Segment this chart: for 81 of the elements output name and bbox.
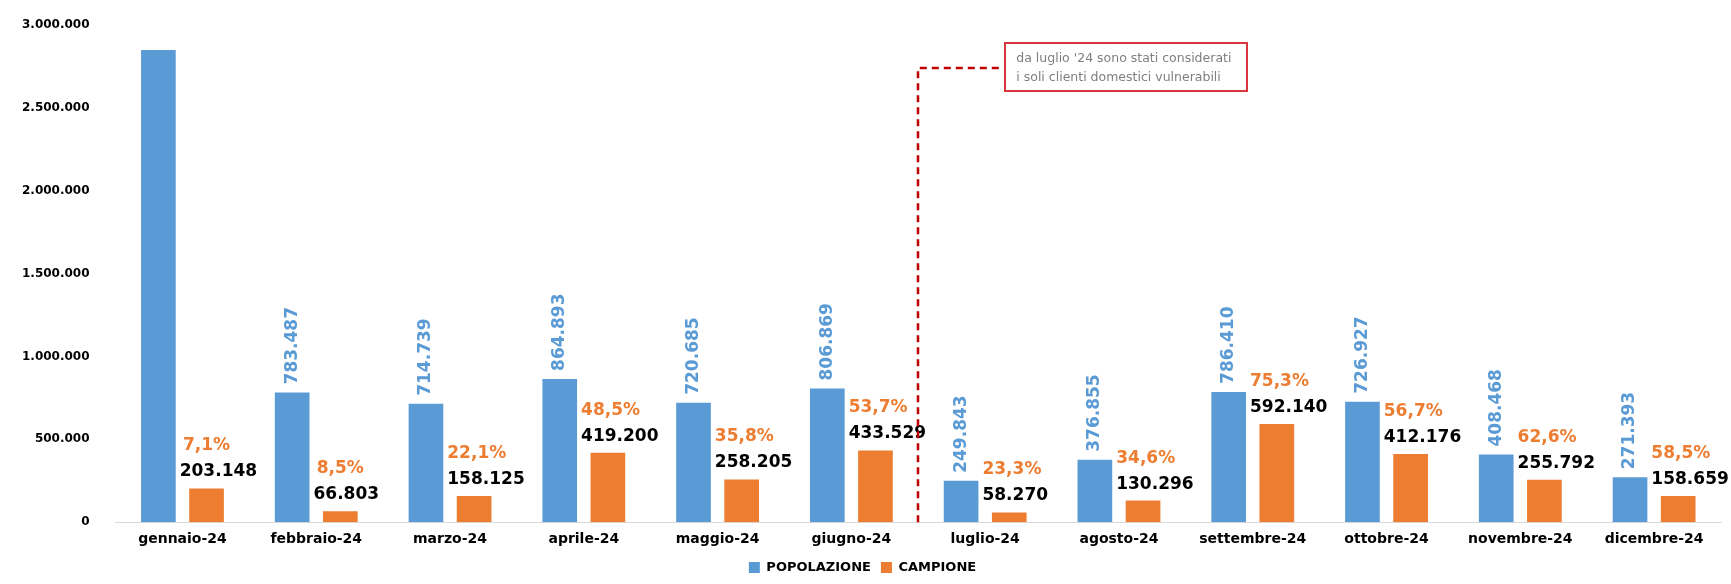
y-tick-label: 0 [81, 514, 90, 529]
data-label: 412.176 [1383, 425, 1462, 446]
data-label: 592.140 [1250, 396, 1328, 417]
x-tick-label: luglio-24 [950, 530, 1021, 547]
legend-label: CAMPIONE [898, 558, 977, 574]
y-tick-label: 500.000 [34, 431, 90, 446]
bar [590, 452, 626, 523]
bar [943, 480, 979, 523]
y-tick-label: 1.000.000 [21, 348, 90, 363]
data-label: 726.927 [1350, 316, 1371, 394]
annotation: 8,5% [316, 457, 364, 478]
bar [322, 511, 358, 523]
data-label: 433.529 [848, 422, 927, 443]
data-label: 258.205 [714, 451, 793, 472]
bar [1211, 391, 1247, 523]
y-tick-label: 2.000.000 [21, 182, 90, 197]
bar [991, 512, 1027, 523]
bar [542, 378, 578, 523]
x-tick-label: giugno-24 [811, 530, 892, 547]
bar [189, 488, 224, 523]
x-tick-label: novembre-24 [1468, 530, 1573, 547]
y-tick-label: 1.500.000 [21, 265, 90, 280]
data-label: 249.843 [949, 395, 970, 473]
bar [809, 388, 845, 523]
data-label: 58.270 [982, 484, 1049, 505]
y-tick-label: 3.000.000 [21, 17, 90, 32]
bar [274, 392, 310, 523]
bar [1478, 454, 1514, 523]
bar [1527, 479, 1562, 523]
bar [456, 496, 492, 523]
data-label: 783.487 [280, 306, 301, 385]
y-tick-label: 2.500.000 [21, 100, 90, 115]
bar [1393, 453, 1428, 523]
data-label: 864.893 [548, 293, 569, 371]
data-label: 203.148 [179, 460, 258, 481]
x-tick-label: settembre-24 [1199, 530, 1307, 547]
annotation: 35,8% [714, 425, 774, 446]
annotation: 34,6% [1116, 446, 1176, 467]
x-tick-label: marzo-24 [413, 530, 488, 547]
x-tick-label: febbraio-24 [270, 530, 363, 547]
data-label: 376.855 [1083, 374, 1104, 452]
annotation: 62,6% [1517, 425, 1577, 446]
data-label: 158.659 [1651, 467, 1729, 488]
data-label: 419.200 [581, 424, 659, 445]
annotation: da luglio '24 sono stati considerati i soli clienti domestici vulnerabili [1016, 49, 1233, 86]
data-label: 255.792 [1517, 451, 1596, 472]
bar [858, 450, 893, 523]
annotation: 58,5% [1651, 441, 1711, 462]
data-label: 786.410 [1217, 306, 1238, 384]
bar [1660, 495, 1696, 523]
legend-label: POPOLAZIONE [766, 558, 871, 574]
data-label: 720.685 [681, 317, 702, 395]
annotation: 53,7% [848, 396, 908, 417]
annotation: 56,7% [1383, 399, 1443, 420]
data-label: 66.803 [313, 483, 380, 504]
bar [676, 402, 711, 523]
bar [408, 403, 444, 523]
annotation: 23,3% [982, 458, 1042, 479]
data-label: 271.393 [1618, 391, 1639, 470]
bar [1259, 424, 1295, 523]
annotation: 7,1% [182, 434, 231, 455]
annotation: 22,1% [447, 441, 507, 462]
annotation: 48,5% [581, 398, 641, 419]
data-label: 806.869 [815, 303, 836, 381]
bar [141, 50, 176, 523]
x-tick-label: gennaio-24 [138, 530, 228, 547]
annotation: 75,3% [1250, 370, 1309, 391]
bar [1612, 477, 1648, 523]
x-tick-label: aprile-24 [548, 530, 620, 547]
x-tick-label: ottobre-24 [1344, 530, 1429, 547]
data-label: 130.296 [1116, 472, 1194, 493]
bar [1345, 401, 1380, 523]
data-label: 408.468 [1484, 369, 1505, 447]
x-tick-label: maggio-24 [675, 530, 760, 547]
data-label: 714.739 [414, 318, 435, 396]
bar [1077, 459, 1113, 523]
x-tick-label: dicembre-24 [1604, 530, 1704, 547]
bar [724, 479, 760, 523]
x-tick-label: agosto-24 [1079, 530, 1159, 547]
data-label: 158.125 [447, 467, 525, 488]
bar [1125, 500, 1161, 523]
